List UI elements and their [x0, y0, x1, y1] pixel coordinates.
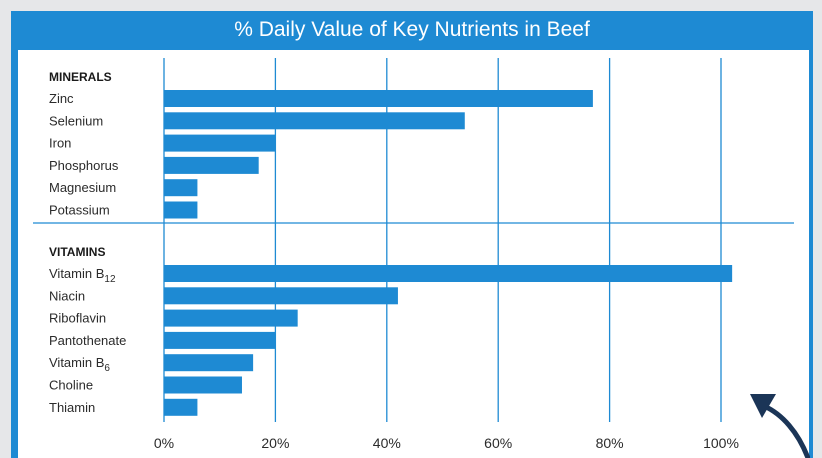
bar	[164, 156, 259, 174]
category-label: Iron	[49, 136, 71, 151]
bar	[164, 265, 733, 282]
category-label: Phosphorus	[49, 158, 119, 173]
x-tick-label: 80%	[596, 435, 624, 451]
section-label: VITAMINS	[49, 245, 105, 259]
x-tick-label: 100%	[703, 435, 739, 451]
x-tick-label: 0%	[154, 435, 174, 451]
bar-chart: 0% 20% 40% 60% 80% 100% MINERALS Zinc Selenium Ir…	[33, 58, 794, 451]
section-label: MINERALS	[49, 70, 112, 84]
bar	[164, 90, 593, 107]
bar	[164, 376, 242, 394]
bar	[164, 354, 254, 372]
bar	[164, 201, 198, 219]
x-tick-label: 60%	[484, 435, 512, 451]
bar	[164, 331, 276, 349]
bar	[164, 287, 398, 305]
category-label: Vitamin B12	[49, 266, 116, 285]
category-label: Pantothenate	[49, 333, 126, 348]
category-label: Niacin	[49, 288, 85, 303]
chart-title: % Daily Value of Key Nutrients in Beef	[234, 18, 590, 41]
category-label: Riboflavin	[49, 311, 106, 326]
plot-area: 0% 20% 40% 60% 80% 100% MINERALS Zinc Selenium Ir…	[18, 50, 809, 458]
x-tick-label: 40%	[373, 435, 401, 451]
x-tick-label: 20%	[261, 435, 289, 451]
bar	[164, 112, 465, 130]
bar	[164, 309, 298, 327]
category-label: Potassium	[49, 203, 110, 218]
bar	[164, 398, 198, 416]
category-label: Vitamin B6	[49, 355, 110, 374]
bar	[164, 179, 198, 197]
category-label: Choline	[49, 378, 93, 393]
category-label: Magnesium	[49, 180, 116, 195]
category-label: Zinc	[49, 91, 74, 106]
curved-arrow-icon	[750, 394, 810, 458]
category-label: Selenium	[49, 113, 103, 128]
bar	[164, 134, 276, 152]
chart-frame: % Daily Value of Key Nutrients in Beef 0…	[11, 11, 813, 458]
category-label: Thiamin	[49, 400, 95, 415]
